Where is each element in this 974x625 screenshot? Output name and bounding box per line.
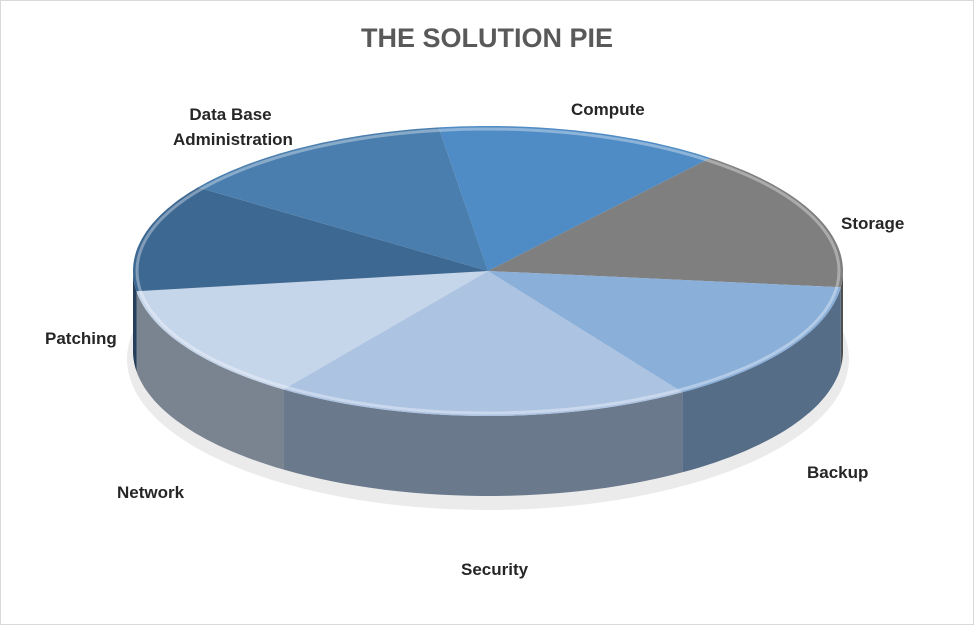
- slice-side-patching: [133, 271, 137, 372]
- slice-security: [283, 271, 683, 416]
- label-backup: Backup: [807, 463, 869, 482]
- slice-network: [136, 271, 488, 390]
- label-compute: Compute: [571, 100, 645, 119]
- label-storage: Storage: [841, 214, 905, 233]
- label-network: Network: [117, 483, 185, 502]
- label-patching: Patching: [45, 329, 117, 348]
- slice-side-security: [283, 389, 683, 496]
- slice-storage: [488, 158, 843, 288]
- chart-title: THE SOLUTION PIE: [360, 23, 614, 53]
- slice-data-base-administration: [197, 127, 488, 272]
- slice-side-network: [136, 291, 284, 470]
- pie-bevel-highlight: [135, 127, 841, 415]
- slice-patching: [133, 187, 488, 292]
- label-data-base-administration: Data Base Administration: [173, 105, 293, 149]
- slice-side-backup: [682, 287, 841, 473]
- slice-side-storage: [840, 271, 843, 368]
- label-security: Security: [461, 560, 529, 579]
- slice-backup: [488, 271, 841, 393]
- slice-compute: [438, 126, 711, 271]
